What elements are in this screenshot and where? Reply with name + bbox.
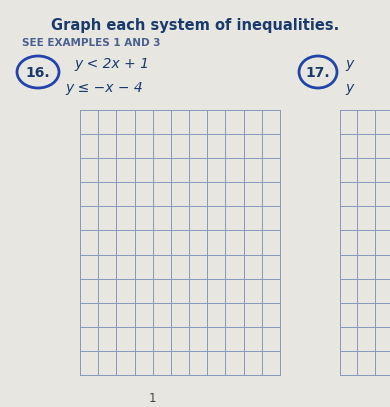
Text: 1: 1	[148, 392, 156, 405]
Text: y: y	[345, 57, 353, 71]
Text: SEE EXAMPLES 1 AND 3: SEE EXAMPLES 1 AND 3	[22, 38, 161, 48]
Text: y < 2x + 1: y < 2x + 1	[74, 57, 149, 71]
Text: Graph each system of inequalities.: Graph each system of inequalities.	[51, 18, 339, 33]
Text: y ≤ −x − 4: y ≤ −x − 4	[65, 81, 143, 95]
Text: 17.: 17.	[306, 66, 330, 80]
Text: y: y	[345, 81, 353, 95]
Text: 16.: 16.	[26, 66, 50, 80]
